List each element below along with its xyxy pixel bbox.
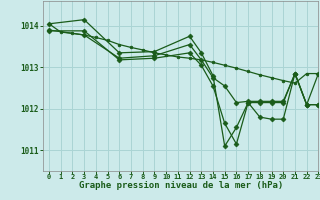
- X-axis label: Graphe pression niveau de la mer (hPa): Graphe pression niveau de la mer (hPa): [79, 181, 283, 190]
